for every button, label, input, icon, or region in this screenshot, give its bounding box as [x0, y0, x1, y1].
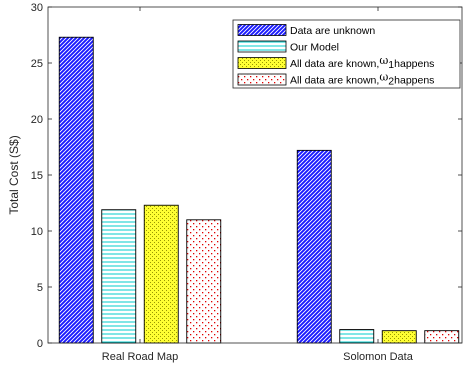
bar-2-real-road-map	[101, 209, 137, 344]
y-tick-label: 5	[37, 282, 43, 294]
bar-4-real-road-map	[186, 219, 222, 344]
legend-swatch-1	[237, 24, 287, 36]
legend-label-1: Data are unknown	[290, 25, 375, 37]
y-axis-label: Total Cost (S$)	[7, 135, 21, 214]
y-tick-label: 20	[31, 114, 43, 126]
legend-swatch-2	[237, 40, 287, 53]
y-tick-label: 0	[37, 338, 43, 350]
legend-label-4: All data are known,ω2happens	[290, 71, 434, 88]
legend-swatch-3	[237, 57, 287, 69]
y-tick-label: 10	[31, 226, 43, 238]
bar-3-solomon-data	[381, 330, 417, 344]
y-tick-label: 25	[31, 58, 43, 70]
bar-4-solomon-data	[424, 330, 460, 344]
x-tick-label: Solomon Data	[343, 351, 414, 363]
x-tick-label: Real Road Map	[102, 351, 178, 363]
y-tick-label: 15	[31, 170, 43, 182]
y-tick-label: 30	[31, 2, 43, 14]
legend-swatch-4	[237, 73, 287, 86]
bar-2-solomon-data	[339, 329, 375, 344]
bar-1-real-road-map	[58, 36, 94, 344]
bars-layer	[58, 36, 460, 344]
legend-label-2: Our Model	[290, 42, 339, 54]
axes-layer: 0 5 10 15 20 25 30 Real Road Map Solomon Data	[31, 2, 463, 363]
bar-3-real-road-map	[143, 204, 179, 344]
bar-1-solomon-data	[296, 149, 332, 344]
legend-label-3: All data are known,ω1happens	[290, 54, 434, 71]
